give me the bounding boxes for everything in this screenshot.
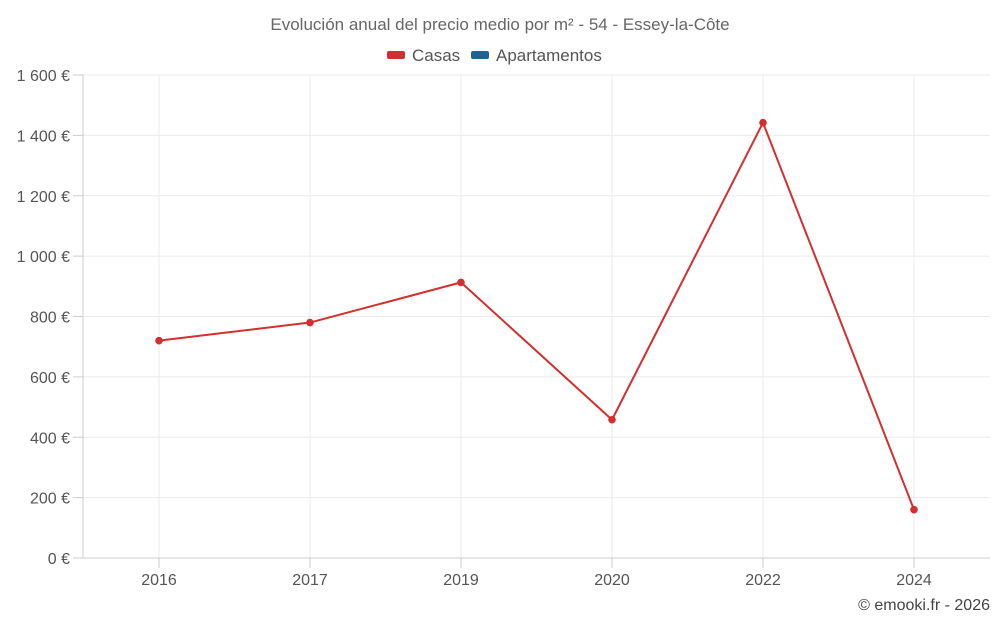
chart-title: Evolución anual del precio medio por m² … <box>270 15 729 34</box>
axes: 0 € 200 € 400 € 600 € 800 € 1 000 € 1 200 € 1 4… <box>17 68 990 589</box>
x-tick-label: 2017 <box>292 572 328 589</box>
grid-lines <box>83 74 990 558</box>
x-tick-label: 2020 <box>594 572 630 589</box>
legend-swatch-apartamentos <box>471 51 489 59</box>
x-tick-label: 2022 <box>745 572 781 589</box>
data-point-casas-2016[interactable] <box>155 336 163 345</box>
y-tick-label: 1 200 € <box>17 189 70 206</box>
y-tick-label: 400 € <box>30 430 70 447</box>
data-point-casas-2017[interactable] <box>306 318 314 327</box>
data-point-casas-2022[interactable] <box>759 118 767 127</box>
y-tick-label: 1 600 € <box>17 68 70 85</box>
legend-label-apartamentos: Apartamentos <box>496 46 602 65</box>
y-tick-label: 800 € <box>30 310 70 327</box>
data-point-casas-2024[interactable] <box>910 505 918 514</box>
y-tick-label: 200 € <box>30 491 70 508</box>
legend: Casas Apartamentos <box>387 46 602 65</box>
y-tick-label: 0 € <box>48 551 70 568</box>
x-tick-label: 2024 <box>896 572 932 589</box>
y-tick-label: 600 € <box>30 370 70 387</box>
x-tick-label: 2019 <box>443 572 479 589</box>
legend-item-casas[interactable]: Casas <box>387 46 460 65</box>
y-tick-label: 1 400 € <box>17 128 70 145</box>
data-point-casas-2020[interactable] <box>608 415 616 424</box>
legend-swatch-casas <box>387 51 405 59</box>
legend-item-apartamentos[interactable]: Apartamentos <box>471 46 602 65</box>
credit-text[interactable]: © emooki.fr - 2026 <box>858 597 990 614</box>
series-layer <box>155 118 918 514</box>
x-tick-label: 2016 <box>141 572 177 589</box>
series-line-casas <box>158 121 915 511</box>
y-tick-label: 1 000 € <box>17 249 70 266</box>
data-point-casas-2019[interactable] <box>457 278 465 287</box>
legend-label-casas: Casas <box>412 46 460 65</box>
